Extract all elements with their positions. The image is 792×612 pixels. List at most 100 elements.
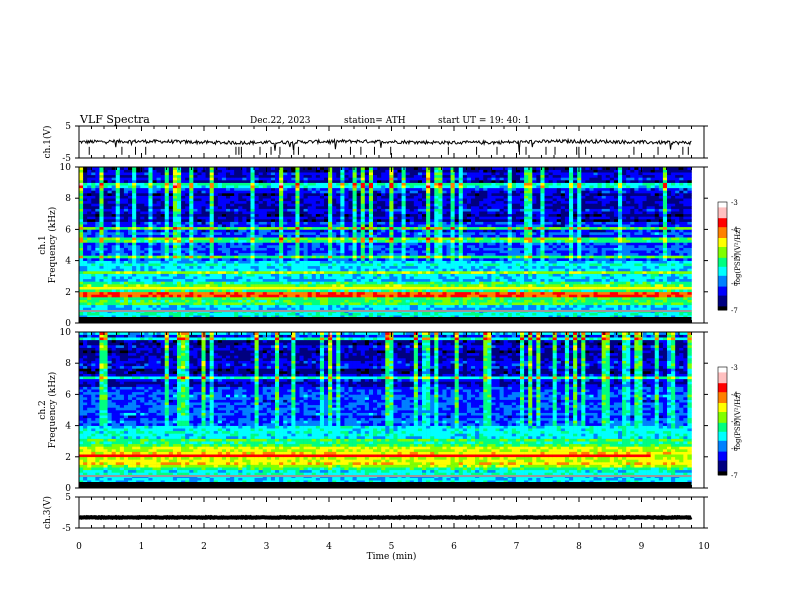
spectrogram-cell bbox=[430, 255, 435, 259]
spectrogram-cell bbox=[172, 255, 178, 259]
spectrogram-cell bbox=[642, 276, 647, 280]
spectrogram-cell bbox=[103, 299, 108, 303]
spectrogram-cell bbox=[336, 252, 341, 256]
spectrogram-cell bbox=[683, 250, 688, 254]
spectrogram-cell bbox=[450, 302, 455, 306]
spectrogram-cell bbox=[340, 260, 345, 264]
spectrogram-cell bbox=[662, 276, 668, 280]
spectrogram-cell bbox=[311, 291, 317, 295]
spectrogram-cell bbox=[499, 302, 504, 306]
spectrogram-cell bbox=[552, 289, 558, 293]
spectrogram-cell bbox=[91, 250, 96, 254]
spectrogram-cell bbox=[462, 302, 468, 306]
spectrogram-cell bbox=[597, 255, 602, 259]
spectrogram-cell bbox=[279, 258, 284, 261]
spectrogram-cell bbox=[471, 286, 476, 290]
spectrogram-cell bbox=[95, 258, 100, 261]
spectrogram-cell bbox=[528, 265, 533, 269]
spectrogram-cell bbox=[181, 302, 186, 306]
spectrogram-cell bbox=[103, 255, 108, 259]
spectrogram-cell bbox=[409, 281, 415, 285]
spectrogram-cell bbox=[254, 252, 259, 256]
spectrogram-cell bbox=[238, 302, 243, 306]
spectrogram-cell bbox=[83, 237, 88, 241]
spectrogram-cell bbox=[634, 281, 639, 285]
spectrogram-cell bbox=[119, 239, 125, 243]
spectrogram-cell bbox=[548, 252, 553, 256]
spectrogram-cell bbox=[491, 242, 496, 246]
spectrogram-cell bbox=[679, 260, 684, 264]
spectrogram-cell bbox=[397, 286, 402, 290]
spectrogram-cell bbox=[95, 289, 100, 293]
spectrogram-cell bbox=[336, 273, 341, 277]
spectrogram-cell bbox=[168, 260, 174, 264]
spectrogram-cell bbox=[283, 291, 288, 295]
spectrogram-cell bbox=[307, 291, 313, 295]
spectrogram-cell bbox=[226, 258, 231, 261]
spectrogram-cell bbox=[91, 307, 96, 311]
spectrogram-cell bbox=[626, 258, 631, 261]
spectrogram-cell bbox=[397, 265, 402, 269]
spectrogram-cell bbox=[507, 273, 513, 277]
spectrogram-cell bbox=[458, 268, 464, 272]
spectrogram-cell bbox=[520, 247, 525, 251]
spectrogram-cell bbox=[111, 294, 117, 298]
spectrogram-cell bbox=[79, 299, 84, 303]
spectrogram-cell bbox=[605, 252, 611, 256]
spectrogram-cell bbox=[356, 268, 362, 272]
spectrogram-cell bbox=[111, 312, 117, 316]
spectrogram-cell bbox=[193, 284, 198, 287]
spectrogram-cell bbox=[217, 284, 223, 287]
spectrogram-cell bbox=[172, 291, 178, 295]
spectrogram-cell bbox=[205, 302, 210, 306]
spectrogram-cell bbox=[683, 265, 688, 269]
spectrogram-cell bbox=[95, 304, 100, 308]
spectrogram-cell bbox=[385, 271, 390, 274]
spectrogram-cell bbox=[650, 255, 656, 259]
spectrogram-cell bbox=[275, 276, 280, 280]
spectrogram-cell bbox=[189, 255, 194, 259]
spectrogram-cell bbox=[103, 294, 108, 298]
y-axis-label: ch.1(V) bbox=[42, 126, 53, 159]
spectrogram-cell bbox=[258, 252, 264, 256]
spectrogram-cell bbox=[246, 299, 251, 303]
spectrogram-cell bbox=[115, 273, 121, 277]
spectrogram-cell bbox=[197, 263, 202, 267]
spectrogram-cell bbox=[348, 273, 353, 277]
spectrogram-cell bbox=[262, 299, 268, 303]
spectrogram-cell bbox=[413, 245, 419, 248]
spectrogram-cell bbox=[618, 258, 623, 261]
spectrogram-cell bbox=[613, 273, 619, 277]
spectrogram-cell bbox=[275, 239, 280, 243]
spectrogram-cell bbox=[679, 315, 684, 319]
spectrogram-cell bbox=[503, 255, 509, 259]
spectrogram-cell bbox=[622, 307, 627, 311]
spectrogram-cell bbox=[671, 284, 676, 287]
spectrogram-cell bbox=[315, 291, 321, 295]
spectrogram-cell bbox=[675, 265, 680, 269]
spectrogram-cell bbox=[389, 268, 394, 272]
spectrogram-cell bbox=[209, 273, 215, 277]
spectrogram-cell bbox=[430, 247, 435, 251]
spectrogram-cell bbox=[524, 276, 529, 280]
spectrogram-cell bbox=[266, 239, 272, 243]
spectrogram-cell bbox=[589, 273, 594, 277]
spectrogram-cell bbox=[687, 289, 692, 293]
spectrogram-cell bbox=[319, 315, 325, 319]
spectrogram-cell bbox=[291, 281, 296, 285]
spectrogram-cell bbox=[164, 247, 170, 251]
spectrogram-cell bbox=[172, 252, 178, 256]
spectrogram-cell bbox=[197, 302, 202, 306]
spectrogram-cell bbox=[193, 299, 198, 303]
spectrogram-cell bbox=[373, 255, 378, 259]
spectrogram-cell bbox=[356, 281, 362, 285]
spectrogram-cell bbox=[148, 302, 153, 306]
spectrogram-cell bbox=[348, 315, 353, 319]
spectrogram-cell bbox=[577, 281, 582, 285]
spectrogram-cell bbox=[156, 297, 161, 300]
spectrogram-cell bbox=[160, 276, 166, 280]
spectrogram-cell bbox=[250, 273, 255, 277]
spectrogram-cell bbox=[299, 312, 304, 316]
spectrogram-cell bbox=[642, 315, 647, 319]
